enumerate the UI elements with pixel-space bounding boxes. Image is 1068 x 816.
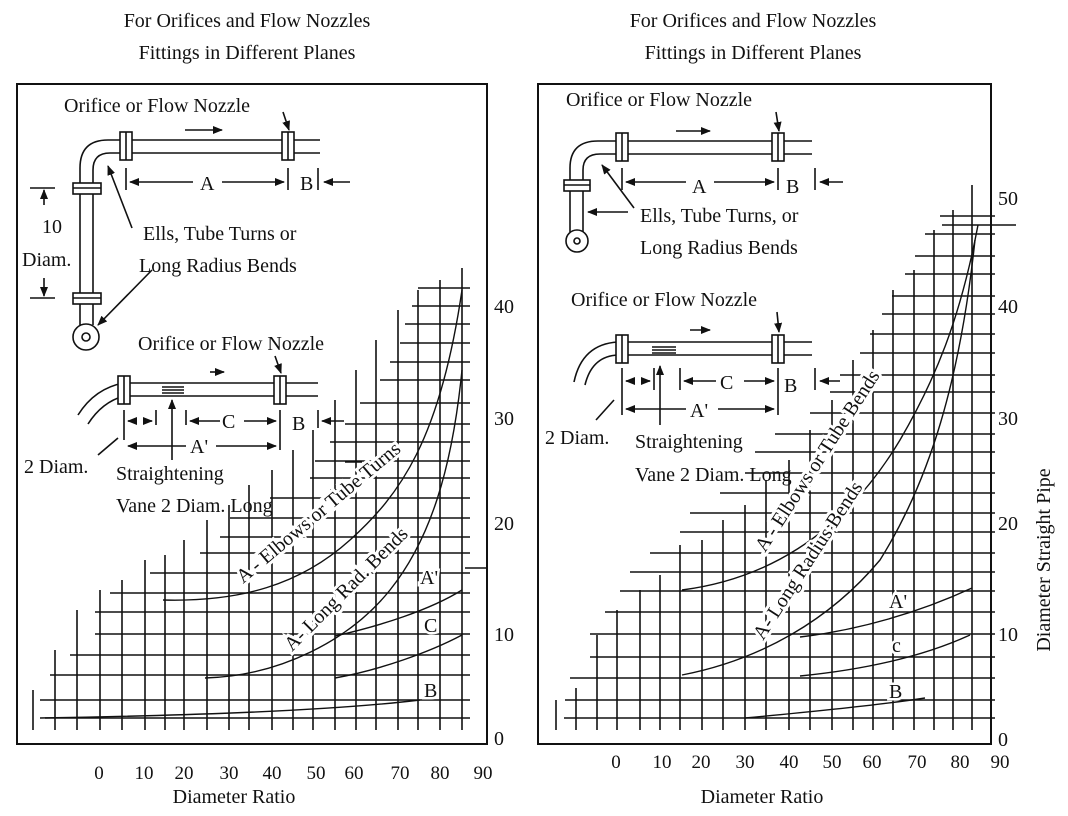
- left-x-tick: 30: [220, 763, 239, 784]
- right-title-line2: Fittings in Different Planes: [644, 42, 862, 64]
- curve-b: [744, 697, 926, 719]
- right-x-axis-ticks: 0 10 20 30 40 50 60 70 80 90: [611, 752, 1009, 773]
- left-curves: [39, 289, 463, 719]
- left-x-tick: 80: [431, 763, 450, 784]
- right-y-tick: 10: [998, 624, 1018, 646]
- left-y-tick: 20: [494, 513, 514, 535]
- right-y-tick: 20: [998, 513, 1018, 535]
- right-vane-label-2: Vane 2 Diam. Long: [635, 464, 792, 486]
- left-dim-10: 10: [42, 216, 62, 238]
- left-vane-label-2: Vane 2 Diam. Long: [116, 495, 273, 517]
- left-label-2diam: 2 Diam.: [24, 456, 88, 478]
- right-dim-B-top: B: [786, 176, 799, 198]
- right-x-tick: 60: [863, 752, 882, 773]
- left-y-tick: 40: [494, 296, 514, 318]
- right-ells-label-1: Ells, Tube Turns, or: [640, 205, 799, 227]
- right-y-tick: 40: [998, 296, 1018, 318]
- left-dim-A: A: [200, 173, 215, 195]
- right-nozzle-label-mid: Orifice or Flow Nozzle: [571, 289, 757, 311]
- right-x-tick: 90: [991, 752, 1010, 773]
- right-x-tick: 10: [653, 752, 672, 773]
- left-x-tick: 40: [263, 763, 282, 784]
- left-nozzle-label-mid: Orifice or Flow Nozzle: [138, 333, 324, 355]
- right-nozzle-label-top: Orifice or Flow Nozzle: [566, 89, 752, 111]
- left-dim-Aprime: A': [190, 436, 208, 458]
- right-x-tick: 80: [951, 752, 970, 773]
- curve-c: [799, 634, 971, 677]
- right-curve-label-C: c: [892, 635, 901, 657]
- right-frame: [537, 83, 992, 745]
- right-title-line1: For Orifices and Flow Nozzles: [629, 10, 877, 32]
- left-y-tick: 10: [494, 624, 514, 646]
- right-pipe-vane-diagram: [573, 311, 840, 425]
- left-y-tick: 30: [494, 408, 514, 430]
- curve-elbows: [681, 224, 979, 591]
- left-curve-label-Aprime: A': [420, 567, 438, 589]
- left-x-tick: 10: [135, 763, 154, 784]
- left-grid: [32, 268, 487, 730]
- right-x-tick: 20: [692, 752, 711, 773]
- right-y-axis-label: Diameter Straight Pipe: [1033, 468, 1055, 651]
- left-curve-label-B: B: [424, 680, 437, 702]
- left-curve-label-C: C: [424, 615, 437, 637]
- left-y-tick: 0: [494, 728, 504, 750]
- right-x-tick: 30: [736, 752, 755, 773]
- left-dim-C: C: [222, 411, 235, 433]
- right-y-tick: 50: [998, 188, 1018, 210]
- right-vane-label-1: Straightening: [635, 431, 743, 453]
- curve-c: [334, 634, 463, 679]
- right-ells-label-2: Long Radius Bends: [640, 237, 798, 259]
- right-grid: [555, 185, 1016, 730]
- right-curve-label-Aprime: A': [889, 591, 907, 613]
- right-dim-B-mid: B: [784, 375, 797, 397]
- left-x-tick: 90: [474, 763, 493, 784]
- right-x-tick: 0: [611, 752, 621, 773]
- left-ells-label-1: Ells, Tube Turns or: [143, 223, 297, 245]
- right-x-axis-label: Diameter Ratio: [701, 786, 824, 808]
- left-dim-B-mid: B: [292, 413, 305, 435]
- right-panel: Orifice or Flow Nozzle A B Ells, Tube Tu…: [537, 83, 1055, 808]
- right-dim-A: A: [692, 176, 707, 198]
- right-y-tick: 0: [998, 729, 1008, 751]
- right-label-2diam: 2 Diam.: [545, 427, 609, 449]
- left-pipe-vane-diagram: [77, 355, 344, 460]
- right-curve-label-B: B: [889, 681, 902, 703]
- right-y-axis-ticks: 0 10 20 30 40 50: [998, 188, 1018, 751]
- left-title-line1: For Orifices and Flow Nozzles: [123, 10, 371, 32]
- left-x-tick: 0: [94, 763, 104, 784]
- left-pipe-elbow-diagram: [30, 111, 350, 351]
- curve-a-prime: [799, 587, 973, 638]
- curve-b: [39, 699, 421, 719]
- left-ells-label-2: Long Radius Bends: [139, 255, 297, 277]
- left-title-line2: Fittings in Different Planes: [138, 42, 356, 64]
- curve-long-radius: [204, 369, 463, 679]
- right-pipe-elbow-diagram: [563, 111, 843, 253]
- left-nozzle-label-top: Orifice or Flow Nozzle: [64, 95, 250, 117]
- curve-elbows: [162, 289, 463, 601]
- left-panel: Orifice or Flow Nozzle A B 10 Diam. Ells…: [16, 83, 514, 808]
- left-x-tick: 20: [175, 763, 194, 784]
- left-x-tick: 50: [307, 763, 326, 784]
- curve-a-prime: [334, 589, 463, 637]
- left-x-tick: 70: [391, 763, 410, 784]
- left-x-axis-label: Diameter Ratio: [173, 786, 296, 808]
- right-x-tick: 40: [780, 752, 799, 773]
- right-y-tick: 30: [998, 408, 1018, 430]
- left-frame: [16, 83, 488, 745]
- curve-long-radius: [681, 239, 976, 676]
- right-dim-C: C: [720, 372, 733, 394]
- right-curves: [681, 224, 979, 719]
- right-x-tick: 70: [908, 752, 927, 773]
- left-x-tick: 60: [345, 763, 364, 784]
- left-y-axis-ticks: 0 10 20 30 40: [494, 296, 514, 750]
- right-dim-Aprime: A': [690, 400, 708, 422]
- right-x-tick: 50: [823, 752, 842, 773]
- left-dim-diam: Diam.: [22, 249, 71, 271]
- left-vane-label-1: Straightening: [116, 463, 224, 485]
- left-dim-B-top: B: [300, 173, 313, 195]
- left-x-axis-ticks: 0 10 20 30 40 50 60 70 80 90: [94, 763, 492, 784]
